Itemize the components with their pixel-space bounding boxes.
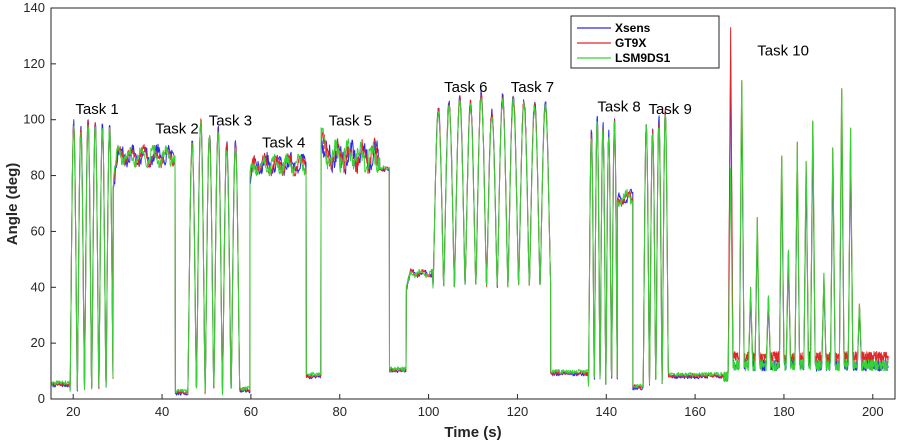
series-line-lsm9ds1 bbox=[50, 80, 889, 396]
legend-box bbox=[570, 15, 720, 69]
task-label: Task 1 bbox=[75, 101, 118, 118]
x-axis-ticks: 20 40 60 80 100 120 140 160 180 200 bbox=[66, 394, 884, 419]
task-label: Task 7 bbox=[511, 79, 554, 96]
task-label: Task 5 bbox=[329, 112, 372, 129]
task-label: Task 2 bbox=[155, 121, 198, 138]
legend-label: Xsens bbox=[615, 21, 651, 35]
x-tick-label: 120 bbox=[507, 404, 529, 419]
y-tick-label: 120 bbox=[23, 56, 45, 71]
x-tick-label: 200 bbox=[862, 404, 884, 419]
task-label: Task 6 bbox=[444, 79, 487, 96]
y-tick-label: 0 bbox=[38, 391, 45, 406]
task-label: Task 3 bbox=[209, 112, 252, 129]
x-axis-label: Time (s) bbox=[444, 424, 501, 441]
y-tick-label: 60 bbox=[31, 223, 45, 238]
task-label: Task 4 bbox=[262, 135, 305, 152]
x-tick-label: 40 bbox=[155, 404, 169, 419]
y-axis-label: Angle (deg) bbox=[4, 163, 21, 246]
legend-label: GT9X bbox=[615, 36, 646, 50]
task-label: Task 8 bbox=[597, 98, 640, 115]
y-tick-label: 20 bbox=[31, 335, 45, 350]
x-tick-label: 160 bbox=[684, 404, 706, 419]
x-tick-label: 80 bbox=[333, 404, 347, 419]
y-tick-label: 100 bbox=[23, 112, 45, 127]
x-tick-label: 60 bbox=[244, 404, 258, 419]
y-axis-ticks: 0 20 40 60 80 100 120 140 bbox=[23, 0, 56, 406]
x-tick-label: 180 bbox=[773, 404, 795, 419]
x-tick-label: 140 bbox=[595, 404, 617, 419]
y-tick-label: 140 bbox=[23, 0, 45, 15]
task-label: Task 9 bbox=[648, 101, 691, 118]
task-label: Task 10 bbox=[757, 42, 809, 59]
x-tick-label: 100 bbox=[418, 404, 440, 419]
legend-label: LSM9DS1 bbox=[615, 51, 671, 65]
task-annotations: Task 1 Task 2 Task 3 Task 4 Task 5 Task 6 Task… bbox=[75, 42, 809, 151]
series-lines bbox=[50, 27, 889, 396]
x-tick-label: 20 bbox=[66, 404, 80, 419]
y-tick-label: 40 bbox=[31, 279, 45, 294]
plot-frame bbox=[50, 7, 896, 400]
y-tick-label: 80 bbox=[31, 168, 45, 183]
plot-background bbox=[51, 8, 895, 399]
